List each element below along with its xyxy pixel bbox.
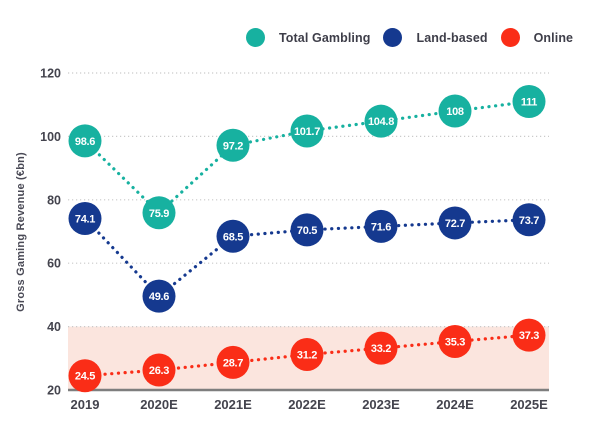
data-point	[364, 209, 398, 243]
data-point-value: 49.6	[149, 291, 169, 303]
data-point-value: 108	[446, 106, 464, 118]
series-online: 24.5 26.3 28.7 31.2 33.2 35.3 37.3	[68, 318, 546, 393]
data-point	[512, 203, 546, 237]
data-point	[216, 128, 250, 162]
data-point	[68, 202, 102, 236]
y-tick-label: 60	[47, 257, 61, 271]
data-point-value: 35.3	[445, 336, 465, 348]
x-axis-label: 2025E	[510, 397, 548, 412]
data-point	[216, 219, 250, 253]
legend-swatch-total-gambling	[246, 28, 265, 47]
legend-swatch-online	[500, 28, 520, 47]
data-point-value: 72.7	[445, 218, 465, 230]
legend-swatch-land-based	[383, 28, 403, 47]
data-point-value: 26.3	[149, 365, 169, 377]
data-point	[290, 114, 324, 148]
chart-legend: Total Gambling Land-based Online	[246, 28, 573, 47]
data-point	[142, 196, 176, 230]
data-point	[364, 104, 398, 138]
data-point	[290, 337, 324, 371]
data-point-value: 68.5	[223, 231, 243, 243]
data-point	[512, 85, 546, 119]
data-point-value: 70.5	[297, 225, 317, 237]
data-point	[438, 324, 472, 358]
legend-item-total-gambling: Total Gambling	[246, 28, 370, 47]
data-point	[438, 206, 472, 240]
data-point-value: 75.9	[149, 208, 169, 220]
data-point-value: 97.2	[223, 140, 243, 152]
legend-label-total-gambling: Total Gambling	[279, 30, 371, 45]
y-tick-label: 100	[40, 130, 61, 144]
series-total-gambling: 98.6 75.9 97.2 101.7 104.8 108 111	[68, 85, 546, 230]
y-tick-label: 120	[40, 67, 61, 81]
data-point-value: 31.2	[297, 349, 317, 361]
legend-item-online: Online	[500, 28, 574, 47]
data-point	[290, 213, 324, 247]
y-tick-label: 40	[47, 320, 61, 334]
data-point	[216, 345, 250, 379]
data-point-value: 73.7	[519, 215, 539, 227]
data-point-value: 98.6	[75, 136, 95, 148]
legend-label-land-based: Land-based	[416, 30, 488, 45]
data-point	[512, 318, 546, 352]
y-axis-title: Gross Gaming Revenue (€bn)	[15, 152, 27, 312]
data-point	[438, 94, 472, 128]
data-point-value: 101.7	[294, 126, 320, 138]
data-point-value: 74.1	[75, 214, 95, 226]
data-point	[68, 124, 102, 158]
data-point-value: 111	[521, 97, 537, 109]
y-tick-label: 20	[47, 384, 61, 398]
data-point-value: 104.8	[368, 116, 394, 128]
data-point-value: 28.7	[223, 357, 243, 369]
y-tick-label: 80	[47, 193, 61, 207]
x-axis-label: 2021E	[214, 397, 252, 412]
data-point-value: 33.2	[371, 343, 391, 355]
x-axis-label: 2022E	[288, 397, 326, 412]
legend-item-land-based: Land-based	[383, 28, 488, 47]
series-land-based: 74.1 49.6 68.5 70.5 71.6 72.7 73.7	[68, 202, 546, 313]
data-point-value: 37.3	[519, 330, 539, 342]
data-point	[142, 353, 176, 387]
data-point-value: 71.6	[371, 221, 391, 233]
x-axis-label: 2019	[71, 397, 100, 412]
data-point	[364, 331, 398, 365]
data-point	[142, 279, 176, 313]
data-point	[68, 359, 102, 393]
data-point-value: 24.5	[75, 371, 95, 383]
legend-label-online: Online	[533, 30, 574, 45]
x-axis-label: 2024E	[436, 397, 474, 412]
x-axis-label: 2020E	[140, 397, 178, 412]
x-axis-label: 2023E	[362, 397, 400, 412]
